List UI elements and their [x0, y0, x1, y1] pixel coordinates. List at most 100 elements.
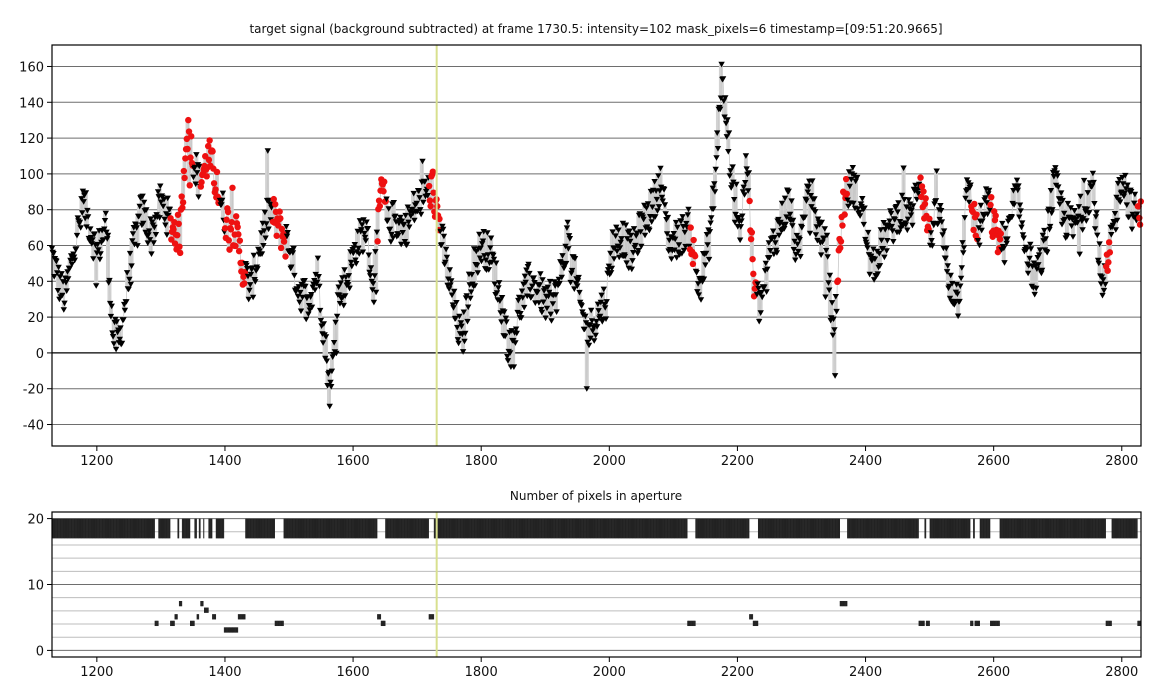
data-point	[330, 340, 338, 346]
data-point	[439, 223, 446, 230]
signal-chart-series	[48, 61, 1145, 410]
data-point	[713, 155, 720, 161]
data-point	[496, 280, 503, 286]
x-tick-label: 2200	[721, 665, 754, 680]
data-point	[1017, 208, 1024, 214]
data-point	[641, 232, 649, 239]
flagged-point	[837, 238, 845, 245]
data-point	[1069, 234, 1077, 240]
data-point	[565, 233, 573, 239]
data-point	[337, 280, 344, 286]
data-point	[360, 217, 367, 223]
y-tick-label: 60	[27, 240, 44, 255]
data-point	[895, 200, 902, 206]
data-point	[879, 245, 887, 252]
data-point	[440, 233, 448, 240]
data-point	[661, 202, 669, 208]
data-point	[333, 313, 341, 320]
data-point	[415, 188, 423, 194]
data-point	[984, 211, 991, 218]
data-point	[438, 242, 445, 248]
data-point	[361, 230, 368, 237]
data-point	[1061, 216, 1069, 223]
data-point	[383, 196, 390, 203]
flagged-point	[381, 178, 388, 185]
data-point	[109, 330, 116, 336]
data-point	[358, 222, 366, 228]
data-point	[305, 311, 312, 318]
flagged-point	[277, 244, 285, 252]
data-point	[296, 299, 303, 306]
flagged-point	[232, 242, 239, 250]
data-point	[915, 181, 923, 188]
data-point	[807, 193, 814, 199]
data-point	[555, 276, 562, 283]
data-point	[455, 340, 462, 347]
data-point	[163, 232, 171, 238]
data-point	[737, 224, 744, 230]
data-point	[297, 289, 304, 296]
data-point	[627, 238, 634, 245]
data-point	[370, 299, 378, 306]
data-point	[586, 322, 593, 329]
data-point	[888, 223, 895, 230]
data-point	[979, 218, 986, 225]
data-point	[461, 338, 468, 345]
data-point	[1026, 255, 1033, 262]
flagged-point	[174, 231, 181, 239]
data-point	[192, 181, 199, 188]
data-point	[1128, 226, 1136, 233]
data-point	[128, 263, 135, 269]
flagged-point	[179, 199, 187, 206]
data-point	[630, 226, 638, 232]
data-point	[764, 266, 771, 273]
data-point	[786, 211, 794, 218]
data-point	[789, 217, 797, 224]
data-point	[953, 282, 960, 288]
data-point	[743, 166, 750, 172]
data-point	[782, 221, 789, 228]
flagged-point	[750, 270, 757, 278]
data-point	[605, 263, 613, 270]
data-point	[260, 243, 267, 249]
data-point	[295, 284, 302, 290]
data-point	[908, 207, 915, 214]
data-point	[485, 267, 492, 273]
data-point	[681, 229, 688, 236]
data-point	[861, 205, 868, 212]
data-point	[320, 321, 327, 327]
data-point	[693, 270, 700, 276]
data-point	[157, 183, 164, 190]
flagged-point	[971, 200, 978, 208]
data-point	[1124, 182, 1131, 189]
y-tick-label: 10	[27, 579, 44, 594]
data-point	[501, 309, 508, 315]
data-point	[549, 301, 557, 307]
data-point	[336, 292, 343, 299]
data-point	[593, 324, 601, 330]
data-point	[134, 243, 141, 249]
data-point	[335, 284, 342, 291]
data-point	[361, 234, 369, 241]
data-point	[457, 320, 465, 326]
data-point	[582, 313, 589, 320]
data-point	[247, 271, 255, 278]
data-point	[602, 316, 610, 322]
data-point	[771, 234, 778, 241]
data-point	[410, 190, 417, 197]
data-point	[1049, 207, 1056, 213]
data-point	[870, 277, 878, 283]
data-point	[893, 204, 900, 210]
data-point	[490, 256, 498, 263]
data-point	[68, 261, 76, 268]
data-point	[61, 300, 68, 307]
data-point	[90, 256, 97, 262]
data-point	[938, 208, 945, 214]
data-point	[116, 336, 123, 343]
data-point	[283, 224, 290, 230]
data-point	[73, 246, 80, 252]
data-point	[508, 328, 515, 334]
data-point	[101, 226, 108, 233]
data-point	[558, 274, 565, 281]
data-point	[356, 251, 363, 257]
